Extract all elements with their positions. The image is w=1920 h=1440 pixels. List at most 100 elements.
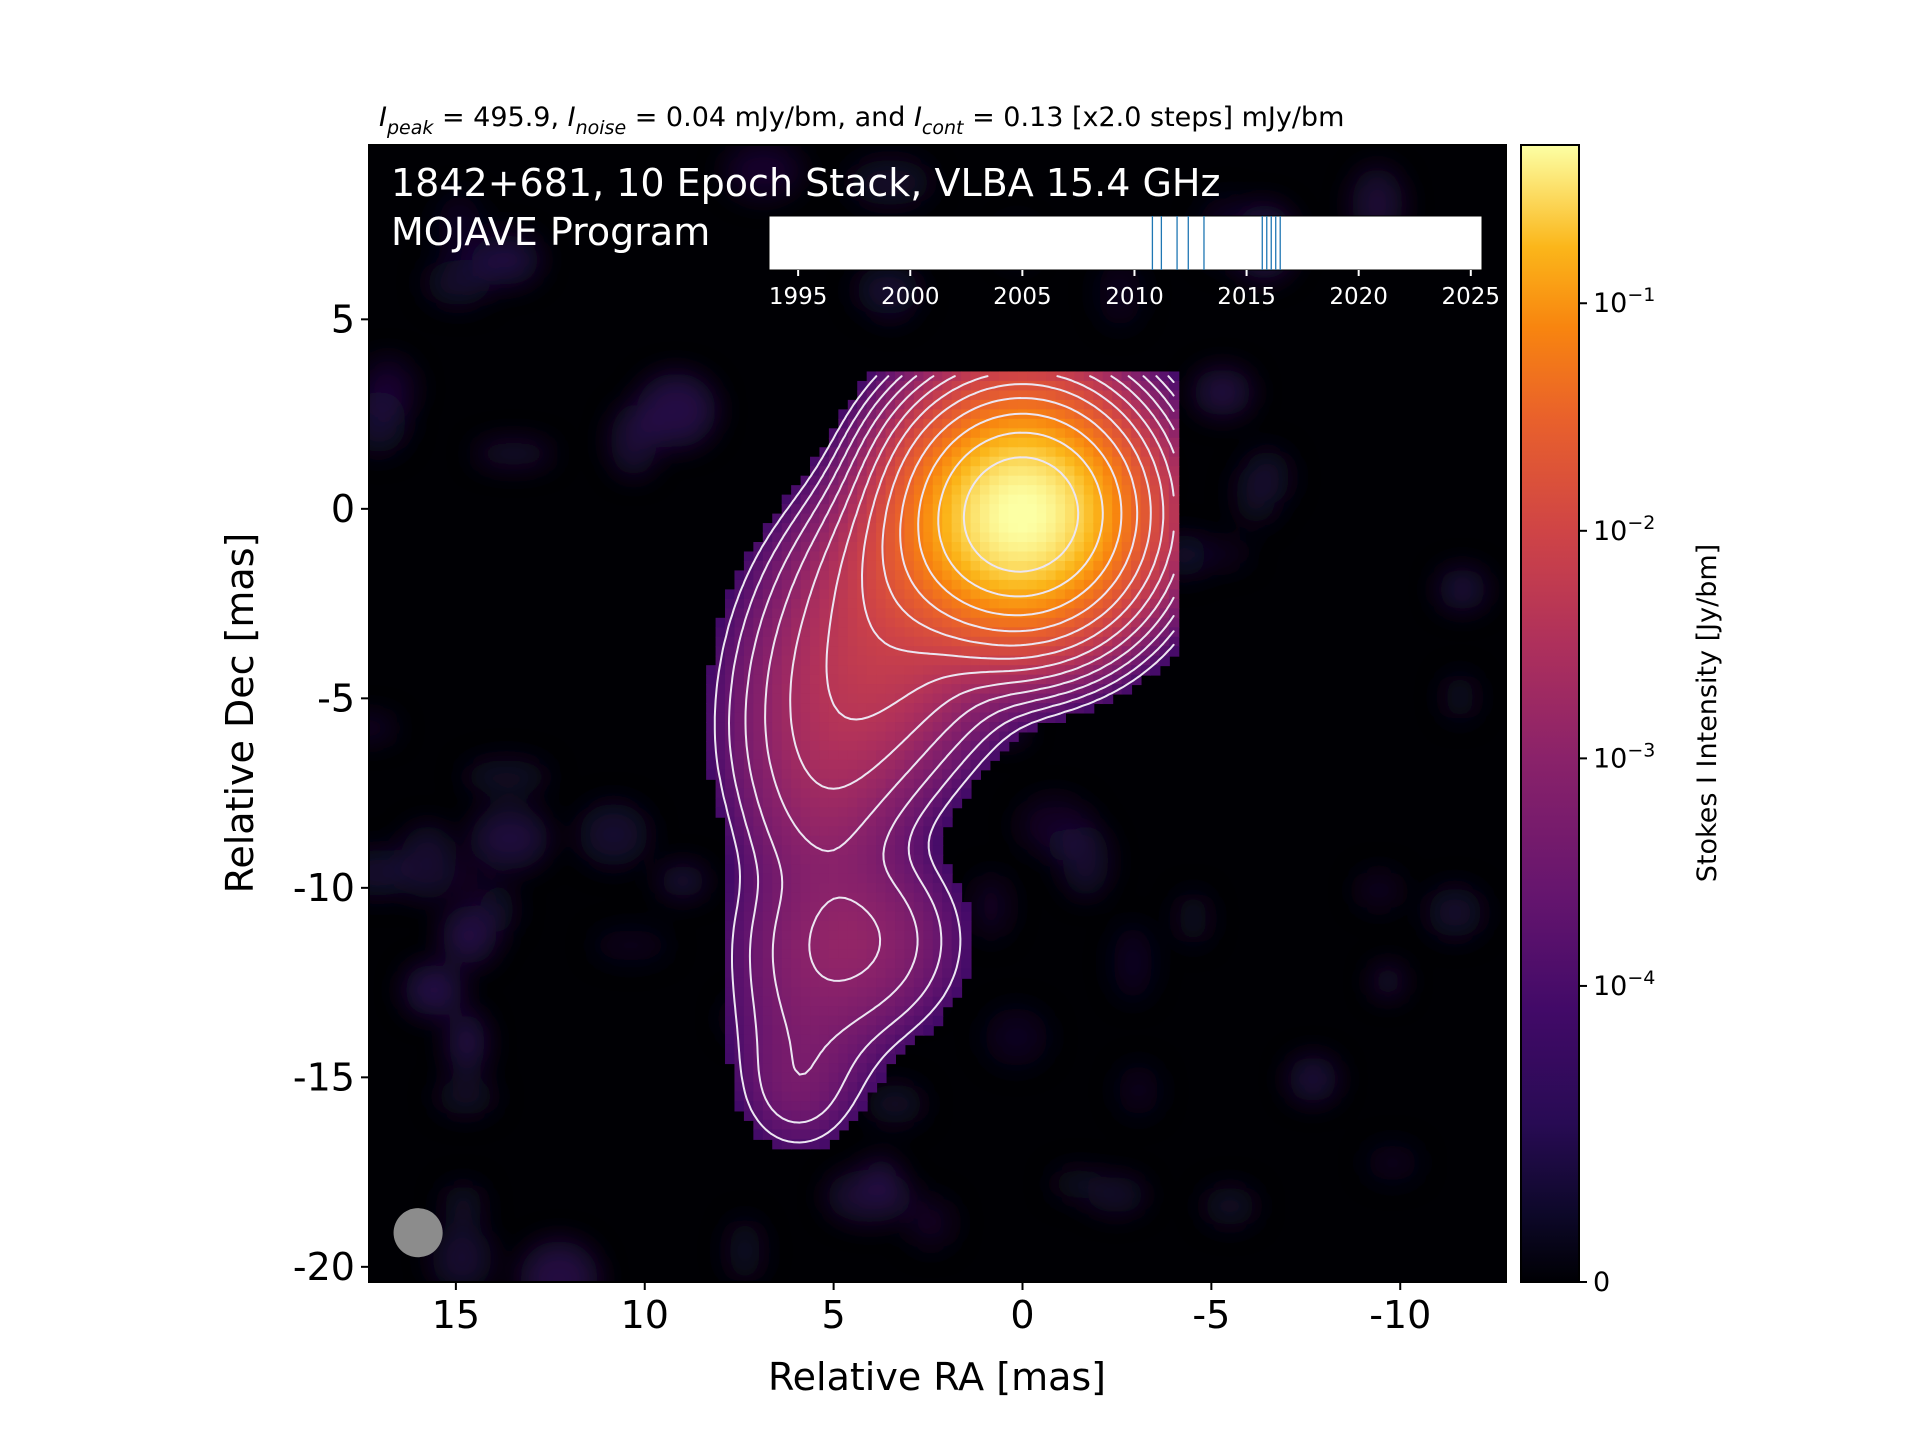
intensity-pixel xyxy=(1159,475,1170,487)
intensity-pixel xyxy=(1064,409,1076,420)
intensity-pixel xyxy=(1055,665,1066,676)
intensity-pixel xyxy=(828,921,840,932)
intensity-pixel xyxy=(923,684,934,695)
intensity-pixel xyxy=(743,598,755,610)
intensity-pixel xyxy=(743,579,755,591)
intensity-pixel xyxy=(876,750,887,761)
intensity-pixel xyxy=(932,939,944,951)
intensity-pixel xyxy=(866,722,878,733)
intensity-pixel xyxy=(838,437,849,449)
intensity-pixel xyxy=(1064,627,1076,638)
intensity-pixel xyxy=(762,921,774,932)
intensity-pixel xyxy=(1102,513,1114,525)
intensity-pixel xyxy=(828,769,840,780)
intensity-pixel xyxy=(847,1015,859,1027)
intensity-pixel xyxy=(1131,409,1142,420)
intensity-pixel xyxy=(838,608,849,619)
noise-blob xyxy=(399,824,456,901)
intensity-pixel xyxy=(819,921,830,932)
intensity-pixel xyxy=(895,665,906,676)
intensity-pixel xyxy=(951,674,963,686)
intensity-pixel xyxy=(885,816,897,828)
intensity-pixel xyxy=(979,646,991,657)
intensity-pixel xyxy=(781,835,793,847)
intensity-pixel xyxy=(1159,532,1170,543)
intensity-pixel xyxy=(1036,437,1048,449)
intensity-pixel xyxy=(1027,570,1038,581)
intensity-pixel xyxy=(753,1129,764,1140)
intensity-pixel xyxy=(1083,475,1095,487)
intensity-pixel xyxy=(743,1072,755,1084)
intensity-pixel xyxy=(781,513,793,525)
intensity-pixel xyxy=(1017,532,1029,543)
intensity-pixel xyxy=(866,939,878,951)
intensity-pixel xyxy=(866,826,878,837)
intensity-pixel xyxy=(1131,437,1142,449)
intensity-pixel xyxy=(1083,523,1095,534)
intensity-pixel xyxy=(989,532,1000,543)
intensity-pixel xyxy=(725,883,736,894)
intensity-pixel xyxy=(998,523,1010,534)
intensity-pixel xyxy=(998,399,1010,411)
intensity-pixel xyxy=(715,788,727,799)
intensity-pixel xyxy=(951,409,963,420)
intensity-pixel xyxy=(800,655,812,667)
intensity-pixel xyxy=(923,579,934,591)
intensity-pixel xyxy=(923,456,934,468)
intensity-pixel xyxy=(876,722,887,733)
intensity-pixel xyxy=(772,636,783,648)
intensity-pixel xyxy=(772,1119,783,1131)
intensity-pixel xyxy=(1046,608,1057,619)
intensity-pixel xyxy=(904,1015,915,1027)
intensity-pixel xyxy=(998,617,1010,629)
intensity-pixel xyxy=(847,996,859,1008)
plot-frame xyxy=(368,144,1507,1283)
intensity-pixel xyxy=(781,740,793,752)
intensity-pixel xyxy=(1168,504,1180,515)
intensity-pixel xyxy=(1168,589,1180,600)
intensity-pixel xyxy=(1064,617,1076,629)
intensity-pixel xyxy=(932,684,944,695)
intensity-pixel xyxy=(828,1101,840,1112)
intensity-pixel xyxy=(895,731,906,742)
intensity-pixel xyxy=(932,759,944,771)
intensity-pixel xyxy=(913,712,925,723)
intensity-pixel xyxy=(904,816,915,828)
intensity-pixel xyxy=(772,902,783,913)
intensity-pixel xyxy=(1131,418,1142,430)
intensity-pixel xyxy=(781,826,793,837)
intensity-pixel xyxy=(1008,523,1019,534)
intensity-pixel xyxy=(857,485,868,496)
intensity-pixel xyxy=(791,873,802,885)
intensity-pixel xyxy=(961,703,972,714)
intensity-pixel xyxy=(998,371,1010,382)
intensity-pixel xyxy=(847,570,859,581)
intensity-pixel xyxy=(866,589,878,600)
intensity-pixel xyxy=(866,703,878,714)
intensity-pixel xyxy=(904,788,915,799)
intensity-pixel xyxy=(838,911,849,922)
intensity-pixel xyxy=(1027,418,1038,430)
intensity-pixel xyxy=(1159,485,1170,496)
intensity-pixel xyxy=(857,722,868,733)
intensity-pixel xyxy=(838,949,849,960)
intensity-pixel xyxy=(753,674,764,686)
intensity-pixel xyxy=(998,684,1010,695)
intensity-pixel xyxy=(762,523,774,534)
intensity-pixel xyxy=(1027,447,1038,458)
intensity-pixel xyxy=(753,570,764,581)
intensity-pixel xyxy=(876,883,887,894)
intensity-pixel xyxy=(1102,627,1114,638)
intensity-pixel xyxy=(942,655,953,667)
intensity-pixel xyxy=(800,523,812,534)
intensity-pixel xyxy=(810,1044,821,1055)
intensity-pixel xyxy=(1083,684,1095,695)
intensity-pixel xyxy=(725,854,736,866)
intensity-pixel xyxy=(791,589,802,600)
intensity-pixel xyxy=(857,494,868,506)
intensity-pixel xyxy=(904,740,915,752)
intensity-pixel xyxy=(828,1082,840,1093)
intensity-pixel xyxy=(1121,475,1133,487)
intensity-pixel xyxy=(1102,523,1114,534)
intensity-pixel xyxy=(970,759,981,771)
